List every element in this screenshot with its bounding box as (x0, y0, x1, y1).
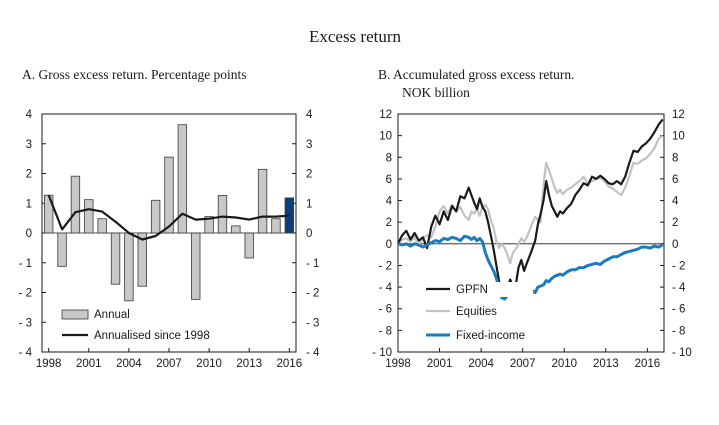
gpfn-line (397, 118, 664, 294)
annual-bar (231, 225, 241, 234)
panel-b-right-tick-label: 10 (672, 131, 685, 143)
panel-b-right-tick-label: - 8 (672, 325, 685, 337)
panel-a-x-tick-label: 2004 (116, 358, 142, 370)
equities-line (397, 134, 664, 265)
panel-a-right-tick-label: 1 (306, 198, 312, 210)
annual-bar (57, 232, 67, 267)
panel-b-x-tick-label: 2016 (635, 358, 661, 370)
panel-b-left-tick-label: - 6 (379, 304, 392, 316)
panel-b-x-tick-label: 2013 (593, 358, 619, 370)
panel-a-right-tick-label: - 2 (306, 288, 319, 300)
panel-a-left-tick-label: - 4 (19, 347, 33, 359)
panel-a-right-tick-label: 3 (306, 139, 312, 151)
panel-b-title-line-1: B. Accumulated gross excess return. (378, 67, 574, 82)
panel-b-right-tick-label: - 4 (672, 282, 686, 294)
panel-a-x-tick-label: 1998 (36, 358, 62, 370)
annual-bar (84, 199, 94, 234)
annual-bar (204, 216, 214, 234)
panel-b-x-tick-label: 2007 (510, 358, 536, 370)
legend-annualised-label: Annualised since 1998 (94, 330, 210, 342)
panel-a-left-tick-label: 2 (26, 169, 32, 181)
legend-background (423, 304, 533, 319)
panel-a-left-tick-label: 0 (26, 228, 32, 240)
panel-b-right-tick-label: 12 (672, 109, 685, 121)
panel-b-right-tick-label: 4 (672, 196, 679, 208)
legend-background (423, 282, 533, 297)
panel-b-right-tick-label: - 10 (672, 347, 692, 359)
panel-b-left-tick-label: 6 (386, 174, 392, 186)
panel-b-right-tick-label: 6 (672, 174, 678, 186)
annual-bar (257, 168, 268, 234)
panel-b-right-tick-label: 2 (672, 217, 678, 229)
panel-a-left-tick-label: - 1 (19, 258, 32, 270)
panel-b-right-tick-label: 0 (672, 239, 678, 251)
panel-b-x-tick-label: 1998 (385, 358, 411, 370)
panel-b-frame (397, 113, 665, 353)
panel-a-right-tick-label: - 1 (306, 258, 319, 270)
panel-b-right-tick-label: 8 (672, 152, 678, 164)
annual-bar (150, 199, 161, 234)
annual-bar (177, 124, 188, 234)
panel-b-left-tick-label: 4 (386, 196, 393, 208)
annual-bar (271, 218, 281, 234)
panel-a-left-tick-label: - 3 (19, 317, 32, 329)
panel-a-left-tick-label: 4 (26, 109, 33, 121)
annual-bar (97, 218, 107, 234)
panel-a-right-tick-label: - 3 (306, 317, 319, 329)
panel-a-x-tick-label: 2010 (196, 358, 222, 370)
panel-b-x-tick-label: 2010 (551, 358, 577, 370)
panel-a-x-tick-label: 2001 (76, 358, 102, 370)
annual-bar (164, 156, 174, 234)
panel-b-x-tick-label: 2001 (427, 358, 453, 370)
annual-bar (137, 232, 147, 287)
panel-b-left-tick-label: - 10 (372, 347, 392, 359)
panel-b-left-tick-label: 0 (386, 239, 392, 251)
legend-gpfn-label: GPFN (456, 284, 488, 296)
panel-b-left-tick-label: 2 (386, 217, 392, 229)
legend-annual-label: Annual (94, 309, 130, 321)
panel-a-left-tick-label: - 2 (19, 288, 32, 300)
panel-b-chart: 12 12 10 10 8 8 6 6 4 4 2 2 0 0 - 2 - 2 - 4 - 4 - 6 - 6 - 8 -… (372, 109, 692, 370)
panel-b-left-tick-label: - 2 (379, 260, 392, 272)
annual-bar (110, 232, 121, 285)
panel-a-left-tick-label: 3 (26, 139, 32, 151)
panel-a-right-tick-label: 0 (306, 228, 312, 240)
panel-a-right-tick-label: 2 (306, 169, 312, 181)
annual-bar (70, 175, 81, 234)
panel-b-left-tick-label: 10 (379, 131, 392, 143)
panel-a-right-tick-label: 4 (306, 109, 313, 121)
panel-b-right-tick-label: - 6 (672, 304, 685, 316)
legend-annual-swatch (61, 309, 89, 320)
panel-a-right-tick-label: - 4 (306, 347, 320, 359)
legend-equities-label: Equities (456, 306, 497, 318)
panel-b-x-tick-label: 2004 (468, 358, 494, 370)
panel-a-x-tick-label: 2007 (156, 358, 182, 370)
annual-bar (124, 232, 134, 302)
legend-background (423, 328, 533, 343)
panel-b-left-tick-label: - 8 (379, 325, 392, 337)
annualised-line (47, 194, 290, 241)
panel-a-x-tick-label: 2016 (277, 358, 303, 370)
panel-b-left-tick-label: 8 (386, 152, 392, 164)
panel-b-title-line-2: NOK billion (402, 85, 470, 100)
annual-bar (191, 232, 201, 300)
legend-fixed-income-label: Fixed-income (456, 330, 525, 342)
panel-a-x-tick-label: 2013 (236, 358, 262, 370)
panel-a-title: A. Gross excess return. Percentage point… (22, 67, 247, 82)
panel-a-left-tick-label: 1 (26, 198, 32, 210)
panel-b-right-tick-label: - 2 (672, 260, 685, 272)
annual-bar (217, 195, 228, 234)
panel-b-left-tick-label: 12 (379, 109, 392, 121)
panel-b-left-tick-label: - 4 (379, 282, 393, 294)
figure-title: Excess return (309, 27, 402, 46)
annual-bar (244, 232, 254, 259)
